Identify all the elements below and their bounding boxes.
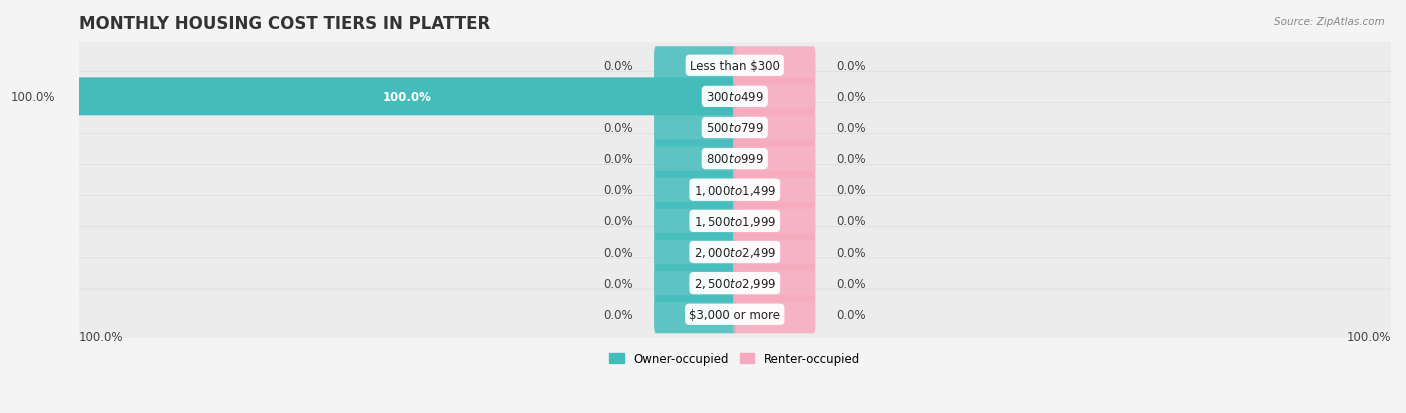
Text: 100.0%: 100.0% [11,90,56,104]
Text: 100.0%: 100.0% [382,90,432,104]
Text: 100.0%: 100.0% [1347,330,1391,343]
FancyBboxPatch shape [733,233,815,271]
Text: 0.0%: 0.0% [603,184,633,197]
Text: $1,500 to $1,999: $1,500 to $1,999 [693,214,776,228]
Text: 0.0%: 0.0% [837,215,866,228]
Text: $2,500 to $2,999: $2,500 to $2,999 [693,276,776,290]
Text: 100.0%: 100.0% [79,330,124,343]
Text: 0.0%: 0.0% [837,90,866,104]
Text: 0.0%: 0.0% [603,215,633,228]
FancyBboxPatch shape [654,109,737,147]
FancyBboxPatch shape [654,140,737,178]
FancyBboxPatch shape [76,134,1395,184]
FancyBboxPatch shape [76,41,1395,91]
Text: 0.0%: 0.0% [603,122,633,135]
Text: 0.0%: 0.0% [837,277,866,290]
Text: $800 to $999: $800 to $999 [706,153,763,166]
FancyBboxPatch shape [654,47,737,85]
FancyBboxPatch shape [76,196,1395,247]
Text: $3,000 or more: $3,000 or more [689,308,780,321]
Text: 0.0%: 0.0% [603,308,633,321]
FancyBboxPatch shape [733,264,815,302]
FancyBboxPatch shape [76,258,1395,309]
FancyBboxPatch shape [76,103,1395,153]
Legend: Owner-occupied, Renter-occupied: Owner-occupied, Renter-occupied [605,348,865,370]
FancyBboxPatch shape [733,78,815,116]
Text: 0.0%: 0.0% [603,277,633,290]
FancyBboxPatch shape [76,78,737,116]
FancyBboxPatch shape [654,296,737,333]
FancyBboxPatch shape [733,171,815,209]
FancyBboxPatch shape [76,165,1395,216]
FancyBboxPatch shape [654,171,737,209]
Text: MONTHLY HOUSING COST TIERS IN PLATTER: MONTHLY HOUSING COST TIERS IN PLATTER [79,15,489,33]
FancyBboxPatch shape [76,227,1395,278]
FancyBboxPatch shape [733,140,815,178]
Text: 0.0%: 0.0% [603,59,633,73]
Text: $2,000 to $2,499: $2,000 to $2,499 [693,245,776,259]
Text: 0.0%: 0.0% [837,153,866,166]
FancyBboxPatch shape [654,264,737,302]
FancyBboxPatch shape [76,72,1395,122]
Text: $1,000 to $1,499: $1,000 to $1,499 [693,183,776,197]
Text: $500 to $799: $500 to $799 [706,122,763,135]
FancyBboxPatch shape [733,202,815,240]
FancyBboxPatch shape [654,233,737,271]
Text: 0.0%: 0.0% [603,153,633,166]
Text: Less than $300: Less than $300 [690,59,780,73]
Text: Source: ZipAtlas.com: Source: ZipAtlas.com [1274,17,1385,26]
Text: $300 to $499: $300 to $499 [706,90,763,104]
Text: 0.0%: 0.0% [837,308,866,321]
Text: 0.0%: 0.0% [837,184,866,197]
FancyBboxPatch shape [733,109,815,147]
FancyBboxPatch shape [733,47,815,85]
Text: 0.0%: 0.0% [837,246,866,259]
Text: 0.0%: 0.0% [837,122,866,135]
Text: 0.0%: 0.0% [837,59,866,73]
FancyBboxPatch shape [76,290,1395,339]
Text: 0.0%: 0.0% [603,246,633,259]
FancyBboxPatch shape [654,202,737,240]
FancyBboxPatch shape [733,296,815,333]
